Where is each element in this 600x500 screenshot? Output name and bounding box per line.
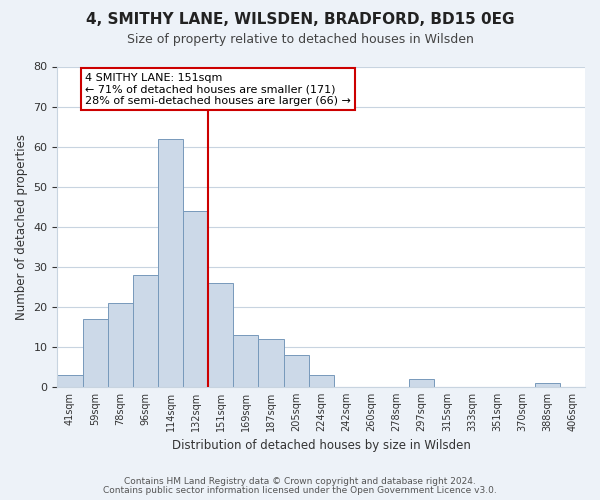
Bar (259, 339, 284, 387)
Text: Contains HM Land Registry data © Crown copyright and database right 2024.: Contains HM Land Registry data © Crown c… (124, 477, 476, 486)
Text: 4 SMITHY LANE: 151sqm
← 71% of detached houses are smaller (171)
28% of semi-det: 4 SMITHY LANE: 151sqm ← 71% of detached … (85, 72, 351, 106)
Bar (284, 355, 308, 387)
Bar (83, 319, 107, 387)
Bar (183, 210, 208, 387)
Bar (535, 383, 560, 387)
Bar (308, 375, 334, 387)
Bar (409, 379, 434, 387)
Bar (233, 335, 259, 387)
Y-axis label: Number of detached properties: Number of detached properties (15, 134, 28, 320)
Text: 4, SMITHY LANE, WILSDEN, BRADFORD, BD15 0EG: 4, SMITHY LANE, WILSDEN, BRADFORD, BD15 … (86, 12, 514, 28)
Bar (107, 303, 133, 387)
X-axis label: Distribution of detached houses by size in Wilsden: Distribution of detached houses by size … (172, 440, 470, 452)
Bar (58, 375, 83, 387)
Text: Contains public sector information licensed under the Open Government Licence v3: Contains public sector information licen… (103, 486, 497, 495)
Text: Size of property relative to detached houses in Wilsden: Size of property relative to detached ho… (127, 32, 473, 46)
Bar (208, 283, 233, 387)
Bar (133, 275, 158, 387)
Bar (158, 138, 183, 387)
